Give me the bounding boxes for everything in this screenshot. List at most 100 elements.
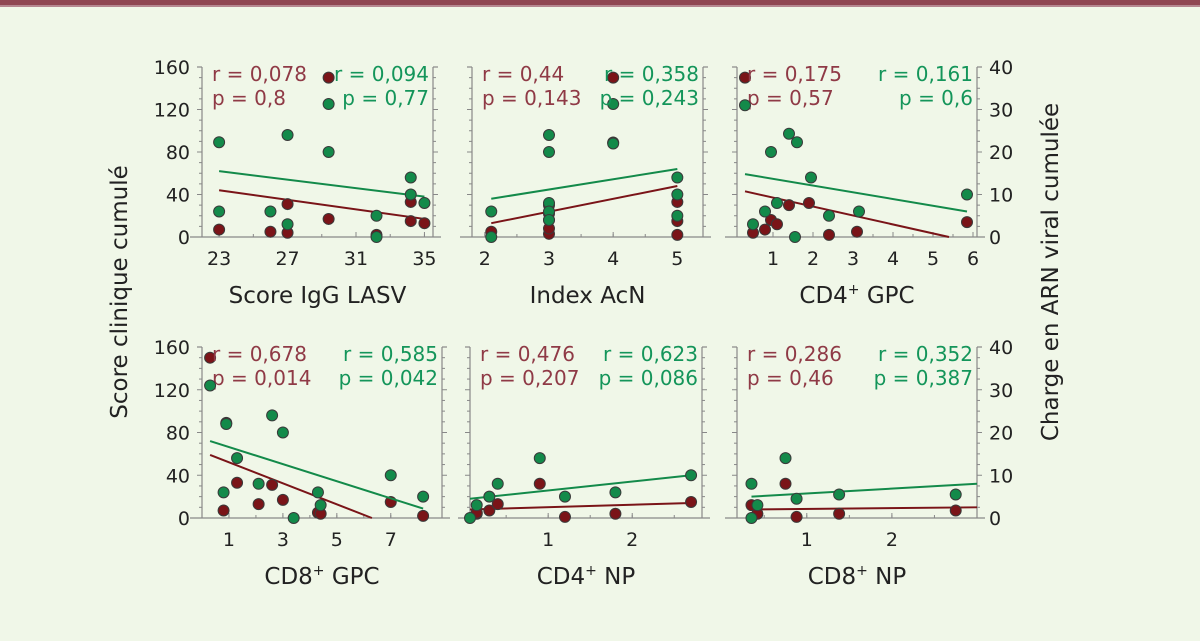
x-tick-label: 35	[412, 248, 436, 270]
x-tick-label: 1	[801, 529, 813, 551]
data-point-green	[281, 218, 294, 231]
data-point-red	[204, 351, 217, 364]
x-tick-label: 1	[767, 248, 779, 270]
x-tick-label: 5	[331, 529, 343, 551]
top-banner-bar	[0, 0, 1200, 7]
data-point-green	[252, 477, 265, 490]
data-point-green	[266, 409, 279, 422]
stat-p-green: p = 0,6	[899, 86, 973, 110]
data-point-red	[213, 223, 226, 236]
data-point-green	[264, 205, 277, 218]
data-point-green	[759, 205, 771, 218]
y-tick-label-left: 120	[154, 100, 190, 122]
data-point-green	[791, 136, 803, 149]
data-point-red	[483, 504, 496, 517]
data-point-green	[823, 209, 835, 222]
data-point-green	[783, 127, 795, 140]
x-axis-title: Score IgG LASV	[229, 283, 407, 309]
data-point-green	[745, 477, 758, 490]
x-tick-label: 31	[344, 248, 368, 270]
regression-line-green	[744, 173, 968, 213]
x-axis-title: CD8+ NP	[808, 563, 907, 590]
data-point-red	[322, 71, 335, 84]
y-tick-label-left: 0	[178, 508, 190, 530]
y-tick-label-right: 30	[989, 100, 1013, 122]
y-tick-label-right: 40	[989, 57, 1013, 79]
data-point-green	[213, 205, 226, 218]
data-point-green	[370, 209, 383, 222]
x-tick-label: 1	[223, 529, 235, 551]
data-point-green	[485, 205, 498, 218]
data-point-red	[217, 504, 230, 517]
data-point-green	[464, 512, 476, 524]
data-point-green	[417, 490, 430, 503]
data-point-red	[851, 225, 863, 238]
data-point-green	[961, 188, 973, 201]
regression-line-green	[491, 168, 678, 200]
data-point-red	[418, 217, 431, 230]
data-point-green	[470, 499, 483, 512]
y-tick-label-left: 120	[154, 380, 190, 402]
data-point-green	[404, 188, 417, 201]
data-point-red	[609, 507, 622, 520]
data-point-red	[803, 197, 815, 209]
data-point-red	[961, 216, 973, 229]
regression-line-red	[469, 502, 692, 511]
data-point-green	[276, 426, 289, 439]
data-point-red	[558, 510, 571, 523]
stat-p-red: p = 0,014	[212, 366, 311, 390]
stat-r-red: r = 0,078	[212, 62, 307, 86]
y-tick-label-right: 40	[989, 337, 1013, 359]
y-tick-label-right: 10	[989, 465, 1013, 487]
data-point-green	[747, 218, 759, 231]
data-point-green	[671, 188, 684, 201]
data-point-green	[543, 129, 555, 141]
data-point-green	[745, 512, 758, 524]
stat-p-red: p = 0,207	[480, 366, 579, 390]
x-tick-label: 3	[277, 529, 289, 551]
y-tick-label-right: 0	[989, 508, 1001, 530]
data-point-red	[264, 225, 277, 238]
data-point-green	[281, 129, 294, 141]
data-point-red	[607, 71, 620, 84]
stat-p-red: p = 0,143	[482, 86, 581, 110]
regression-line-green	[469, 474, 692, 500]
data-point-green	[607, 97, 620, 110]
regression-line-green	[209, 440, 424, 510]
y-tick-label-right: 20	[989, 423, 1013, 445]
stat-p-green: p = 0,042	[339, 366, 438, 390]
data-point-green	[370, 231, 383, 243]
data-point-red	[491, 498, 504, 511]
data-point-green	[949, 488, 962, 501]
stat-r-green: r = 0,161	[878, 62, 973, 86]
x-axis-title: CD8+ GPC	[264, 563, 379, 590]
regression-line-red	[751, 506, 978, 511]
x-tick-label: 5	[671, 248, 683, 270]
x-tick-label: 3	[543, 248, 555, 270]
data-point-red	[252, 498, 265, 511]
stat-p-green: p = 0,387	[874, 366, 973, 390]
x-tick-label: 4	[607, 248, 619, 270]
data-point-red	[783, 199, 795, 212]
data-point-green	[779, 452, 792, 465]
data-point-green	[220, 417, 233, 430]
regression-line-red	[209, 454, 373, 519]
stat-p-red: p = 0,57	[747, 86, 834, 110]
x-tick-label: 3	[847, 248, 859, 270]
y-tick-label-left: 160	[154, 57, 190, 79]
data-point-green	[685, 469, 698, 482]
data-point-green	[739, 99, 751, 112]
stat-p-red: p = 0,46	[747, 366, 834, 390]
x-axis-title: CD4+ GPC	[799, 282, 914, 309]
x-axis-title: CD4+ NP	[537, 563, 636, 590]
stat-p-green: p = 0,086	[599, 366, 698, 390]
stat-r-red: r = 0,44	[482, 62, 564, 86]
data-point-red	[833, 507, 846, 520]
regression-line-green	[751, 482, 978, 498]
data-point-green	[790, 492, 803, 505]
regression-line-green	[218, 170, 425, 198]
data-point-green	[751, 499, 764, 512]
y-tick-label-left: 40	[166, 465, 190, 487]
data-point-green	[765, 146, 777, 158]
y-tick-label-left: 80	[166, 423, 190, 445]
